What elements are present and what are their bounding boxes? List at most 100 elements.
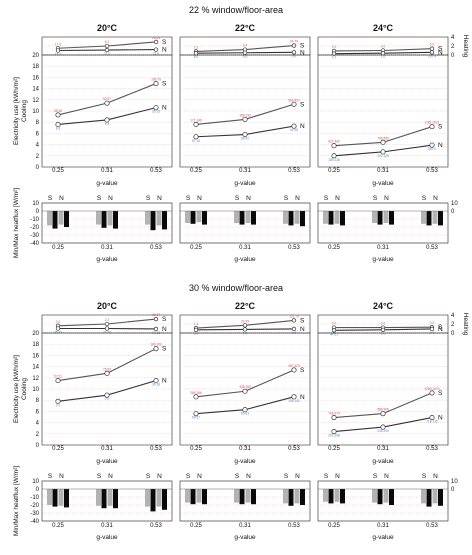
data-label-S: 0 0 — [332, 45, 337, 49]
heatflux-bar — [246, 489, 251, 503]
heatflux-bar — [335, 489, 340, 502]
x-tick-label: 0.53 — [288, 446, 300, 452]
heatflux-tick-label: -40 — [30, 519, 39, 525]
series-point-S — [292, 102, 296, 106]
bar-x-axis-label: g-value — [234, 534, 256, 541]
bar-tag-n: N — [108, 195, 113, 202]
data-label-N: 0 0 — [243, 331, 248, 335]
heatflux-bar — [389, 211, 394, 225]
heatflux-bar — [64, 489, 69, 507]
heatflux-bar — [197, 211, 202, 222]
data-label-S: 1 4 — [194, 322, 199, 326]
cooling-tick-label: 2 — [36, 154, 40, 160]
data-label-S: 706 550 — [377, 136, 389, 140]
x-tick-label: 0.53 — [150, 168, 162, 174]
bar-tag-s: S — [284, 195, 289, 202]
data-label-S: 106 79 — [151, 78, 161, 82]
series-tag-S: S — [438, 124, 443, 131]
series-tag-N: N — [438, 142, 443, 149]
series-tag-S: S — [162, 81, 167, 88]
series-tag-S: S — [300, 317, 305, 324]
heatflux-bar — [157, 489, 162, 507]
bar-x-axis-label: g-value — [372, 256, 394, 263]
heating-tick-label: 4 — [451, 35, 455, 41]
x-axis-label: g-value — [234, 180, 256, 187]
series-point-S — [154, 40, 158, 44]
heatflux-bar — [96, 489, 101, 506]
data-label-S: 888 906 — [377, 408, 389, 412]
heatflux-bar — [421, 489, 426, 503]
data-label-N: 0 0 — [56, 403, 61, 407]
heatflux-bar — [240, 211, 245, 225]
cooling-tick-label: 12 — [32, 376, 39, 382]
data-label-S: 38 36 — [54, 109, 62, 113]
heatflux-bar — [202, 211, 207, 225]
bar-tag-n: N — [59, 473, 64, 480]
bar-tag-s: S — [186, 195, 191, 202]
heatflux-bar — [151, 211, 156, 230]
data-label-N: 138 142 — [288, 399, 300, 403]
x-tick-label: 0.31 — [101, 168, 113, 174]
panel-temperature: 22°C — [235, 23, 256, 33]
data-label-N: 64 57 — [192, 416, 200, 420]
series-tag-S: S — [438, 390, 443, 397]
series-point-S — [381, 411, 385, 415]
series-point-S — [105, 322, 109, 326]
bar-tag-n: N — [157, 195, 162, 202]
heatflux-bar — [329, 489, 334, 503]
heatflux-bar — [113, 211, 118, 229]
heatflux-bar — [191, 211, 196, 224]
cooling-tick-label: 16 — [32, 353, 39, 359]
series-point-S — [56, 113, 60, 117]
heatflux-tick-label: 0 — [36, 209, 40, 215]
heatflux-bar — [234, 489, 239, 503]
data-label-S: 348 260 — [239, 385, 251, 389]
data-label-S: 57 51 — [54, 375, 62, 379]
bar-tag-n: N — [335, 473, 340, 480]
heating-axis-label: Heating — [462, 313, 469, 336]
data-label-S: 566 427 — [288, 98, 300, 102]
series-point-S — [430, 124, 434, 128]
cooling-axis-label: Cooling — [21, 100, 28, 122]
series-point-S — [292, 44, 296, 48]
heatflux-bar — [283, 211, 288, 224]
heatflux-bar — [433, 489, 438, 503]
heatflux-bar — [323, 211, 328, 224]
bar-tag-s: S — [146, 195, 151, 202]
bar-x-tick-label: 0.53 — [426, 523, 438, 529]
heatflux-bar — [234, 211, 239, 223]
bar-x-tick-label: 0.31 — [239, 245, 251, 251]
heatflux-bar — [335, 211, 340, 224]
data-label-N: 0 0 — [381, 332, 386, 336]
x-axis-label: g-value — [372, 180, 394, 187]
bar-x-tick-label: 0.25 — [52, 245, 64, 251]
heatflux-tick-label: -20 — [30, 503, 39, 509]
bar-x-tick-label: 0.31 — [101, 523, 113, 529]
bar-tag-s: S — [97, 473, 102, 480]
heatflux-bar — [251, 489, 256, 504]
heatflux-bar — [295, 211, 300, 224]
data-label-N: 222 225 — [377, 154, 389, 158]
data-label-N: 27 29 — [103, 331, 111, 335]
heatflux-bar — [323, 489, 328, 502]
series-point-S — [194, 395, 198, 399]
data-label-N: 189 136 — [328, 158, 340, 162]
bar-x-tick-label: 0.53 — [288, 523, 300, 529]
series-tag-N: N — [162, 47, 167, 54]
cooling-tick-label: 12 — [32, 98, 39, 104]
cooling-tick-label: 16 — [32, 75, 39, 81]
bar-tag-s: S — [284, 473, 289, 480]
cooling-tick-label: 18 — [32, 342, 39, 348]
x-tick-label: 0.25 — [190, 168, 202, 174]
bar-tag-n: N — [433, 473, 438, 480]
data-label-N: 35 33 — [54, 331, 62, 335]
bar-tag-s: S — [373, 195, 378, 202]
x-tick-label: 0.25 — [52, 446, 64, 452]
heatflux-bar — [433, 211, 438, 224]
heatflux-bar — [53, 489, 58, 507]
bar-x-tick-label: 0.31 — [101, 245, 113, 251]
bar-x-tick-label: 0.25 — [190, 523, 202, 529]
